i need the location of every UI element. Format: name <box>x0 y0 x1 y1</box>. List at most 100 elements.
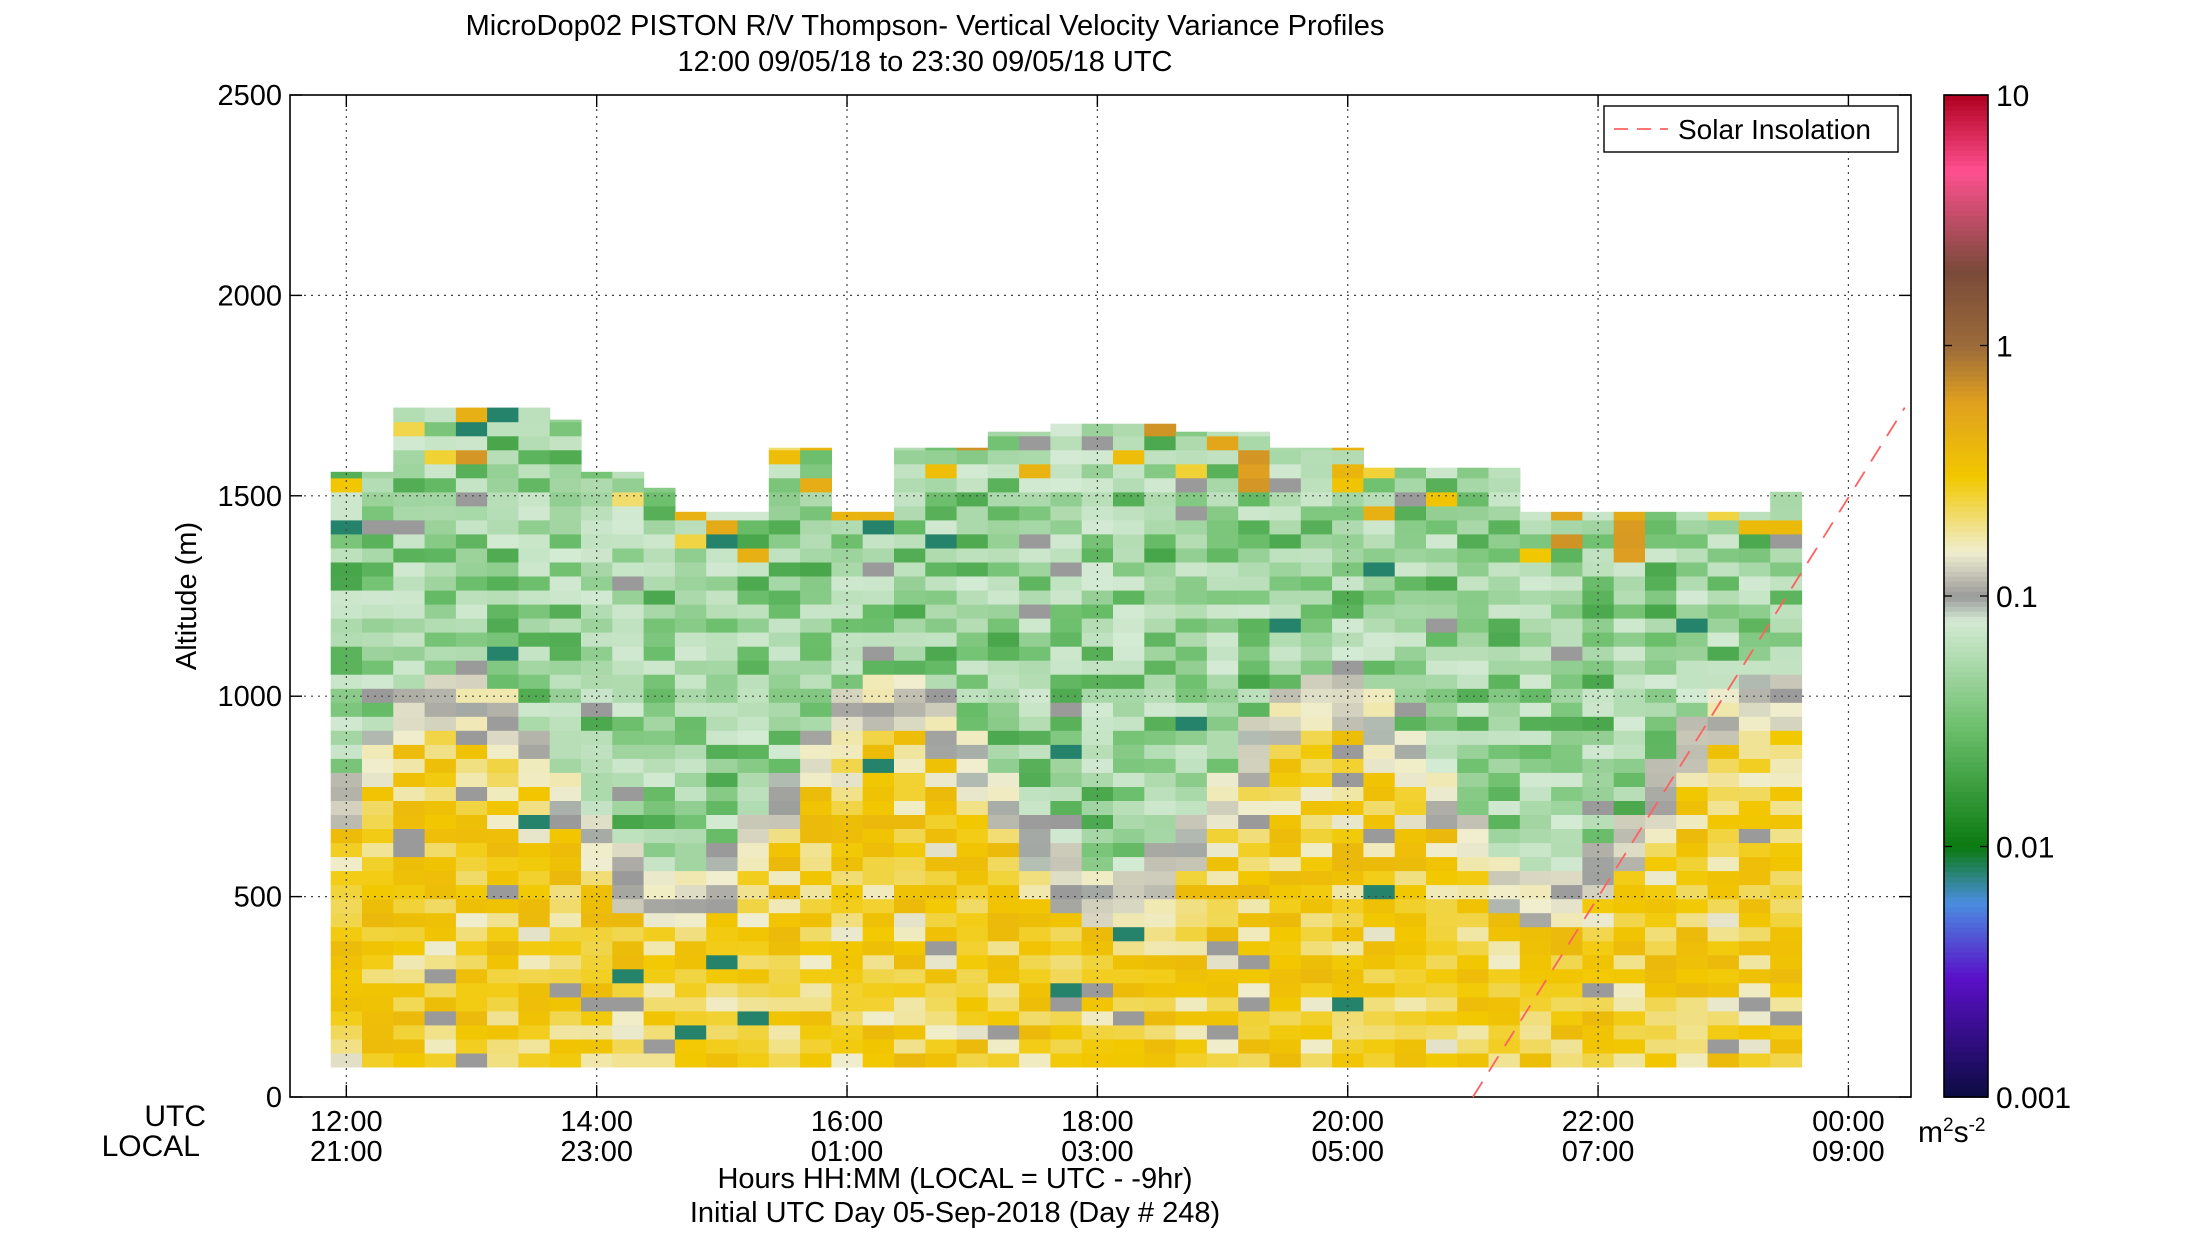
colorbar-segment <box>1944 841 1988 848</box>
heatmap-cell <box>1582 982 1615 998</box>
heatmap-cell <box>1269 674 1302 689</box>
heatmap-cell <box>1300 447 1333 451</box>
heatmap-cell <box>1770 688 1803 703</box>
heatmap-cell <box>1488 898 1521 914</box>
heatmap-cell <box>1738 884 1771 900</box>
heatmap-cell <box>800 786 832 801</box>
heatmap-cell <box>862 996 895 1012</box>
heatmap-cell <box>894 730 926 745</box>
heatmap-cell <box>581 940 613 956</box>
colorbar-segment <box>1944 911 1988 918</box>
heatmap-cell <box>1144 423 1177 437</box>
heatmap-cell <box>1488 940 1521 956</box>
heatmap-cell <box>1113 491 1145 507</box>
heatmap-cell <box>674 576 707 591</box>
heatmap-cell <box>549 646 582 661</box>
heatmap-cell <box>362 772 394 787</box>
heatmap-cell <box>1519 646 1552 661</box>
heatmap-cell <box>987 519 1020 535</box>
heatmap-cell <box>1019 968 1051 984</box>
colorbar-segment <box>1944 1046 1988 1053</box>
heatmap-cell <box>1019 1024 1051 1040</box>
heatmap-cell <box>1175 477 1208 493</box>
heatmap-cell <box>1457 898 1490 914</box>
heatmap-cell <box>800 477 832 493</box>
heatmap-cell <box>800 898 832 914</box>
heatmap-cell <box>987 435 1020 451</box>
heatmap-cell <box>1081 800 1114 815</box>
heatmap-cell <box>1613 1052 1646 1068</box>
heatmap-cell <box>643 702 676 717</box>
heatmap-cell <box>424 842 457 858</box>
heatmap-cell <box>1394 1024 1427 1040</box>
heatmap-cell <box>1738 576 1771 591</box>
heatmap-cell <box>1175 702 1208 717</box>
colorbar-segment <box>1944 656 1988 662</box>
heatmap-cell <box>1551 533 1583 549</box>
heatmap-cell <box>549 772 582 787</box>
colorbar-segment <box>1944 165 1988 171</box>
heatmap-cell <box>549 926 582 942</box>
heatmap-cell <box>1113 856 1145 872</box>
heatmap-cell <box>581 702 613 717</box>
heatmap-cell <box>1394 982 1427 998</box>
heatmap-cell <box>1113 814 1145 829</box>
heatmap-cell <box>455 884 488 900</box>
heatmap-cell <box>1081 1052 1114 1068</box>
heatmap-cell <box>1488 744 1521 759</box>
heatmap-cell <box>1238 954 1271 970</box>
heatmap-cell <box>1238 912 1271 928</box>
heatmap-cell <box>894 477 926 493</box>
heatmap-cell <box>612 471 645 479</box>
heatmap-cell <box>1394 996 1427 1012</box>
heatmap-cell <box>1019 702 1051 717</box>
heatmap-cell <box>925 604 958 619</box>
heatmap-cell <box>549 688 582 703</box>
heatmap-cell <box>737 856 770 872</box>
heatmap-cell <box>1645 996 1677 1012</box>
heatmap-cell <box>1332 1038 1364 1054</box>
heatmap-cell <box>831 660 864 675</box>
heatmap-cell <box>1144 716 1177 731</box>
heatmap-cell <box>643 547 676 563</box>
heatmap-cell <box>1519 1024 1552 1040</box>
heatmap-cell <box>1488 856 1521 872</box>
heatmap-cell <box>1050 842 1083 858</box>
heatmap-cell <box>1019 688 1051 703</box>
heatmap-cell <box>1738 618 1771 633</box>
heatmap-cell <box>1457 491 1490 507</box>
heatmap-cell <box>1113 926 1145 942</box>
heatmap-cell <box>894 519 926 535</box>
heatmap-cell <box>581 1038 613 1054</box>
heatmap-cell <box>956 702 989 717</box>
heatmap-cell <box>330 477 363 493</box>
heatmap-cell <box>862 800 895 815</box>
heatmap-cell <box>549 477 582 493</box>
heatmap-cell <box>612 954 645 970</box>
heatmap-cell <box>455 940 488 956</box>
heatmap-cell <box>1175 842 1208 858</box>
heatmap-cell <box>1081 423 1114 437</box>
heatmap-cell <box>612 519 645 535</box>
heatmap-cell <box>1050 576 1083 591</box>
heatmap-cell <box>518 590 551 605</box>
heatmap-cell <box>1457 702 1490 717</box>
heatmap-cell <box>362 505 394 521</box>
heatmap-cell <box>1394 1038 1427 1054</box>
heatmap-cell <box>1113 423 1145 437</box>
heatmap-cell <box>1707 716 1740 731</box>
heatmap-cell <box>1676 519 1709 535</box>
heatmap-cell <box>956 758 989 773</box>
heatmap-cell <box>800 940 832 956</box>
heatmap-cell <box>800 533 832 549</box>
heatmap-cell <box>1332 477 1364 493</box>
heatmap-cell <box>674 632 707 647</box>
heatmap-cell <box>1394 940 1427 956</box>
heatmap-cell <box>581 576 613 591</box>
heatmap-cell <box>894 449 926 465</box>
heatmap-cell <box>1394 744 1427 759</box>
heatmap-cell <box>1144 926 1177 942</box>
heatmap-cell <box>1206 842 1239 858</box>
heatmap-cell <box>1551 716 1583 731</box>
heatmap-cell <box>362 786 394 801</box>
